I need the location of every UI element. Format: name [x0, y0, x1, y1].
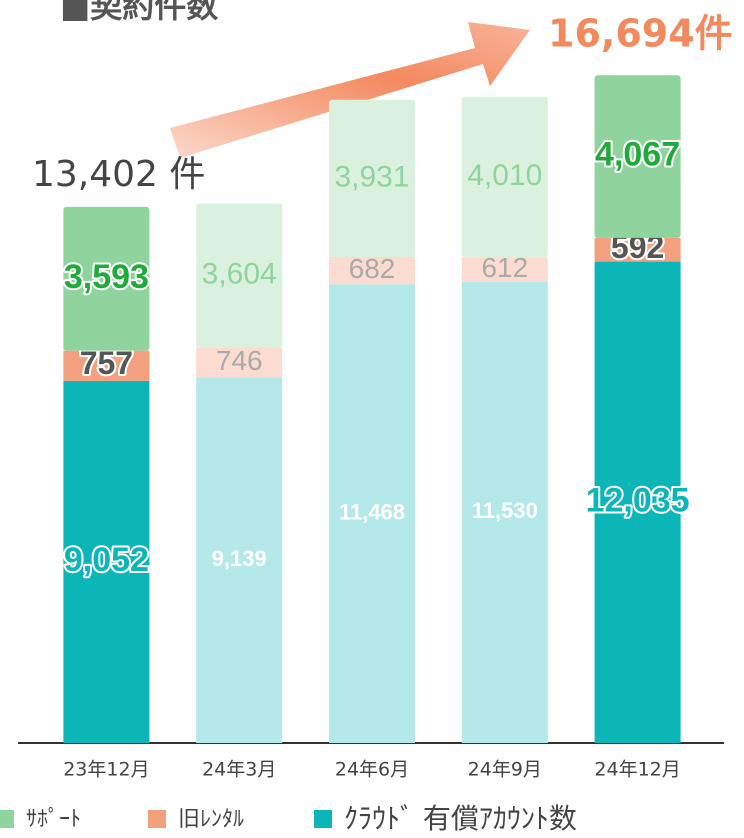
data-label: 3,604 [202, 257, 277, 290]
data-label: 682 [349, 253, 396, 284]
bar-segment [461, 96, 548, 258]
annotation: 13,402 件 [32, 154, 205, 195]
data-label: 4,010 [467, 159, 542, 192]
bar-segment [196, 203, 283, 348]
data-label: 12,035 [586, 481, 690, 519]
data-label: 9,052 [64, 541, 149, 579]
bar-segment [594, 75, 681, 238]
bar-segment [196, 347, 283, 378]
legend-label: ｸﾗｳﾄﾞ 有償ｱｶｳﾝﾄ数 [344, 802, 577, 835]
bar-segment [329, 284, 415, 743]
bar-segment [63, 380, 150, 743]
data-label: 3,931 [334, 160, 409, 193]
bar-segment [329, 257, 415, 285]
x-tick-label: 23年12月 [63, 759, 149, 781]
data-label: 11,530 [472, 498, 538, 523]
bar-segment [196, 377, 283, 743]
data-label: 3,593 [64, 258, 149, 296]
bar-segment [594, 237, 681, 262]
legend-swatch [314, 810, 332, 828]
legend-swatch [0, 810, 14, 828]
bar-segment [63, 206, 150, 351]
x-tick-label: 24年3月 [202, 759, 276, 781]
bar-segment [461, 257, 548, 282]
bar-segment [63, 350, 150, 381]
data-label: 746 [216, 345, 263, 376]
bar-segment [594, 261, 681, 743]
bar-segment [329, 99, 415, 257]
x-tick-label: 24年12月 [594, 759, 680, 781]
legend-label: 旧ﾚﾝﾀﾙ [178, 807, 244, 832]
annotation: 16,694件 [548, 12, 733, 56]
data-label: 11,468 [339, 499, 405, 524]
legend-label: ｻﾎﾟｰﾄ [26, 807, 81, 832]
data-label: 4,067 [595, 136, 680, 174]
x-tick-label: 24年9月 [468, 759, 542, 781]
x-tick-label: 24年6月 [335, 759, 409, 781]
legend-swatch [148, 810, 166, 828]
bar-segment [461, 281, 548, 743]
chart-title: ■契約件数 [60, 0, 219, 25]
data-label: 9,139 [212, 546, 267, 571]
growth-arrow [170, 22, 530, 158]
